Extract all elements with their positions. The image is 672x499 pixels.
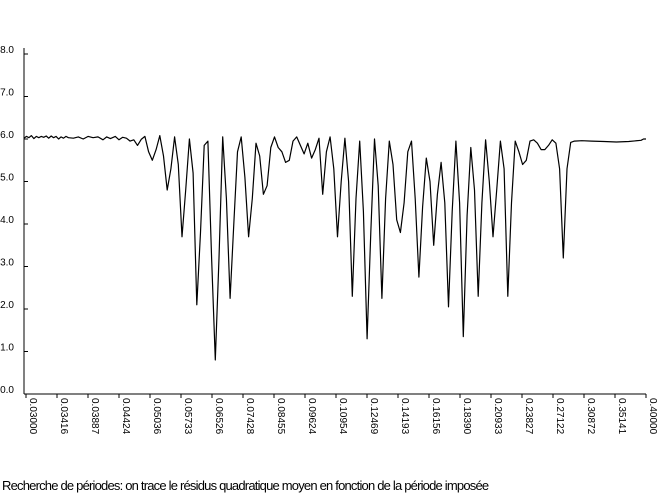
chart: 0.0 1.0 2.0 3.0 4.0 5.0 6.0 7.0 8.0 0.03000 0.034… xyxy=(0,45,658,435)
y-tick-label: 4.0 xyxy=(0,215,14,226)
x-tick-label: 0.35141 xyxy=(616,398,627,435)
figure-caption: Recherche de périodes: on trace le résid… xyxy=(2,478,489,493)
x-tick-label: 0.27122 xyxy=(554,398,565,435)
x-tick-label: 0.09624 xyxy=(306,398,317,435)
x-tick-label: 0.03000 xyxy=(27,398,38,435)
x-tick-label: 0.14193 xyxy=(399,398,410,435)
x-tick-label: 0.12469 xyxy=(368,398,379,435)
x-tick-label: 0.06526 xyxy=(213,398,224,435)
plot-area xyxy=(23,135,646,361)
x-axis: 0.03000 0.03416 0.03887 0.04424 0.05036 0.057… xyxy=(24,393,658,435)
y-tick-label: 6.0 xyxy=(0,130,14,141)
y-tick-label: 2.0 xyxy=(0,300,14,311)
y-axis: 0.0 1.0 2.0 3.0 4.0 5.0 6.0 7.0 8.0 xyxy=(0,45,28,396)
series-line xyxy=(23,135,646,361)
x-tick-label: 0.03887 xyxy=(89,398,100,435)
x-tick-label: 0.16156 xyxy=(430,398,441,435)
x-tick-label: 0.05036 xyxy=(151,398,162,435)
x-tick-label: 0.10954 xyxy=(337,398,348,435)
x-tick-label: 0.08455 xyxy=(275,398,286,435)
y-tick-label: 3.0 xyxy=(0,258,14,269)
y-tick-label: 7.0 xyxy=(0,88,14,99)
x-tick-label: 0.20933 xyxy=(492,398,503,435)
x-tick-label: 0.03416 xyxy=(58,398,69,435)
y-tick-label: 5.0 xyxy=(0,173,14,184)
x-tick-label: 0.04424 xyxy=(120,398,131,435)
x-tick-label: 0.23827 xyxy=(523,398,534,435)
x-tick-label: 0.18390 xyxy=(461,398,472,435)
x-tick-label: 0.07428 xyxy=(244,398,255,435)
x-tick-label: 0.05733 xyxy=(182,398,193,435)
y-tick-label: 1.0 xyxy=(0,343,14,354)
x-tick-label: 0.30872 xyxy=(585,398,596,435)
y-tick-label: 8.0 xyxy=(0,45,14,56)
y-tick-label: 0.0 xyxy=(0,385,14,396)
x-tick-label: 0.40000 xyxy=(647,398,658,435)
